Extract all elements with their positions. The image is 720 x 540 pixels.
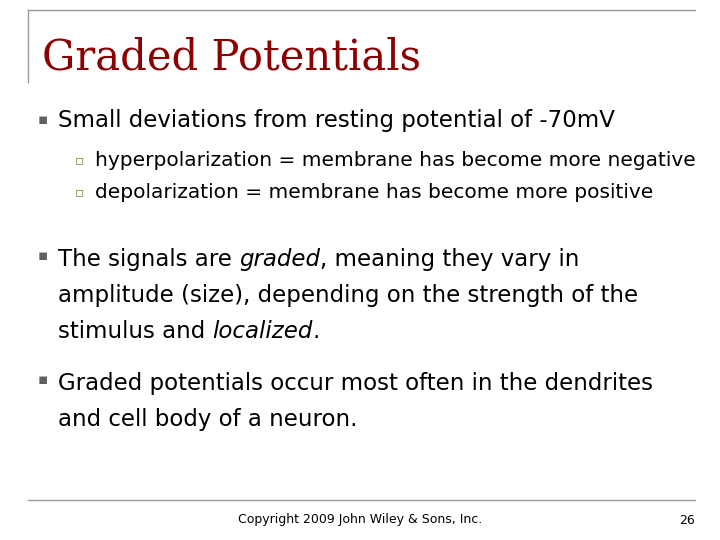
Text: ▫: ▫: [75, 185, 84, 199]
Text: depolarization = membrane has become more positive: depolarization = membrane has become mor…: [95, 183, 653, 201]
Text: .: .: [313, 320, 320, 343]
Text: ▪: ▪: [38, 372, 48, 387]
Text: , meaning they vary in: , meaning they vary in: [320, 248, 580, 271]
Text: Graded Potentials: Graded Potentials: [42, 37, 421, 79]
Text: and cell body of a neuron.: and cell body of a neuron.: [58, 408, 358, 431]
Text: 26: 26: [679, 514, 695, 526]
Text: amplitude (size), depending on the strength of the: amplitude (size), depending on the stren…: [58, 284, 638, 307]
Text: ▪: ▪: [38, 112, 48, 127]
Text: Small deviations from resting potential of -70mV: Small deviations from resting potential …: [58, 109, 615, 132]
Text: stimulus and: stimulus and: [58, 320, 212, 343]
Text: graded: graded: [239, 248, 320, 271]
Text: hyperpolarization = membrane has become more negative: hyperpolarization = membrane has become …: [95, 151, 696, 170]
Text: localized: localized: [212, 320, 313, 343]
Text: ▫: ▫: [75, 153, 84, 167]
Text: ▪: ▪: [38, 248, 48, 263]
Text: Copyright 2009 John Wiley & Sons, Inc.: Copyright 2009 John Wiley & Sons, Inc.: [238, 514, 482, 526]
Text: The signals are: The signals are: [58, 248, 239, 271]
Text: Graded potentials occur most often in the dendrites: Graded potentials occur most often in th…: [58, 372, 653, 395]
